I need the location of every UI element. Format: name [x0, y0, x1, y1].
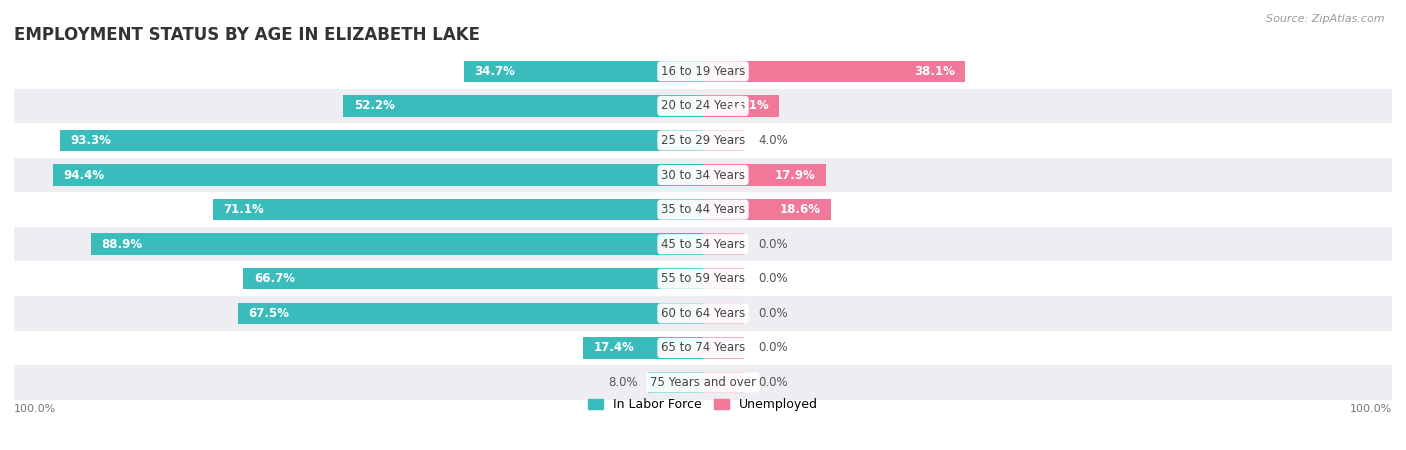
- Bar: [703, 372, 744, 393]
- Bar: [703, 199, 831, 220]
- Bar: [14, 192, 1392, 227]
- Bar: [14, 365, 1392, 400]
- Text: 30 to 34 Years: 30 to 34 Years: [661, 169, 745, 181]
- Text: 65 to 74 Years: 65 to 74 Years: [661, 342, 745, 355]
- Text: 8.0%: 8.0%: [607, 376, 637, 389]
- Bar: [703, 130, 744, 151]
- Text: 0.0%: 0.0%: [758, 342, 787, 355]
- Text: EMPLOYMENT STATUS BY AGE IN ELIZABETH LAKE: EMPLOYMENT STATUS BY AGE IN ELIZABETH LA…: [14, 26, 479, 44]
- Bar: [703, 61, 966, 82]
- Text: 20 to 24 Years: 20 to 24 Years: [661, 99, 745, 112]
- Bar: [238, 303, 703, 324]
- Bar: [90, 234, 703, 255]
- Bar: [583, 337, 703, 359]
- Bar: [14, 331, 1392, 365]
- Bar: [14, 89, 1392, 123]
- Text: 18.6%: 18.6%: [780, 203, 821, 216]
- Text: 38.1%: 38.1%: [914, 65, 955, 78]
- Bar: [703, 164, 827, 186]
- Bar: [703, 303, 744, 324]
- Text: 17.9%: 17.9%: [775, 169, 815, 181]
- Text: 55 to 59 Years: 55 to 59 Years: [661, 272, 745, 285]
- Text: 4.0%: 4.0%: [758, 134, 787, 147]
- Text: 0.0%: 0.0%: [758, 272, 787, 285]
- Text: 52.2%: 52.2%: [354, 99, 395, 112]
- Text: 66.7%: 66.7%: [254, 272, 295, 285]
- Text: 0.0%: 0.0%: [758, 238, 787, 251]
- Bar: [60, 130, 703, 151]
- Text: 75 Years and over: 75 Years and over: [650, 376, 756, 389]
- Text: 34.7%: 34.7%: [474, 65, 515, 78]
- Bar: [243, 268, 703, 289]
- Bar: [648, 372, 703, 393]
- Text: 60 to 64 Years: 60 to 64 Years: [661, 307, 745, 320]
- Bar: [52, 164, 703, 186]
- Text: 67.5%: 67.5%: [249, 307, 290, 320]
- Text: 88.9%: 88.9%: [101, 238, 142, 251]
- Text: 100.0%: 100.0%: [14, 404, 56, 414]
- Text: 94.4%: 94.4%: [63, 169, 104, 181]
- Text: 0.0%: 0.0%: [758, 307, 787, 320]
- Bar: [703, 95, 779, 117]
- Bar: [14, 158, 1392, 192]
- Bar: [703, 234, 744, 255]
- Bar: [703, 337, 744, 359]
- Bar: [214, 199, 703, 220]
- Bar: [14, 227, 1392, 261]
- Bar: [14, 54, 1392, 89]
- Text: 16 to 19 Years: 16 to 19 Years: [661, 65, 745, 78]
- Text: 100.0%: 100.0%: [1350, 404, 1392, 414]
- Text: 71.1%: 71.1%: [224, 203, 264, 216]
- Bar: [14, 296, 1392, 331]
- Text: 35 to 44 Years: 35 to 44 Years: [661, 203, 745, 216]
- Bar: [343, 95, 703, 117]
- Text: 17.4%: 17.4%: [593, 342, 634, 355]
- Bar: [464, 61, 703, 82]
- Text: 93.3%: 93.3%: [70, 134, 111, 147]
- Legend: In Labor Force, Unemployed: In Labor Force, Unemployed: [583, 393, 823, 416]
- Bar: [703, 268, 744, 289]
- Text: Source: ZipAtlas.com: Source: ZipAtlas.com: [1267, 14, 1385, 23]
- Text: 11.1%: 11.1%: [728, 99, 769, 112]
- Text: 0.0%: 0.0%: [758, 376, 787, 389]
- Bar: [14, 123, 1392, 158]
- Text: 45 to 54 Years: 45 to 54 Years: [661, 238, 745, 251]
- Bar: [14, 261, 1392, 296]
- Text: 25 to 29 Years: 25 to 29 Years: [661, 134, 745, 147]
